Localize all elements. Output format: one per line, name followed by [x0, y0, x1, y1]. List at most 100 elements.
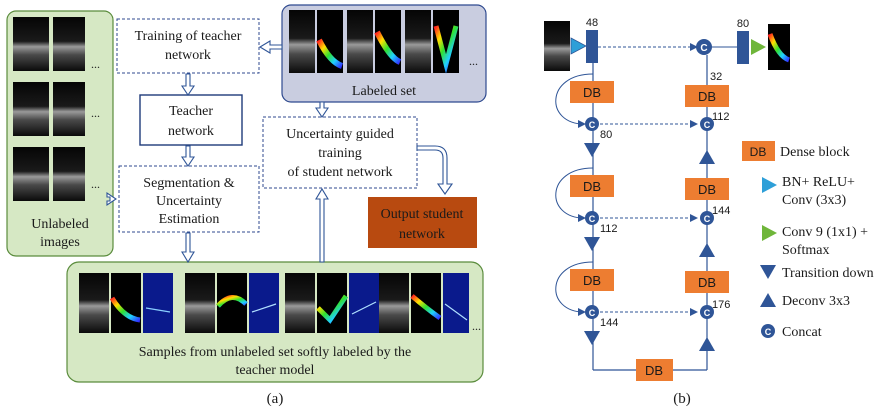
channels-80-out: 80 [737, 18, 749, 30]
unlabeled-oct-thumbnails [13, 17, 85, 201]
db-label-l1: DB [583, 85, 601, 100]
concat-symbol-l2: C [589, 214, 596, 224]
arrow-training-to-teacher [180, 73, 196, 96]
legend-transition-icon [760, 265, 776, 279]
legend-db-text: DB [750, 145, 767, 159]
channels-32: 32 [710, 71, 722, 83]
arrow-uncert-to-output [416, 145, 454, 195]
labeled-set-thumbnails [289, 10, 459, 74]
concat-top: C [696, 39, 712, 55]
legend-concat: C Concat [761, 324, 822, 340]
db-label-r2: DB [698, 182, 716, 197]
legend-concat-icon [761, 324, 775, 338]
concat-left-1: C [585, 117, 599, 131]
concat-symbol-top: C [700, 43, 707, 54]
bn-relu-conv-icon [570, 37, 587, 55]
seg-uncert-line1: Segmentation & [143, 176, 234, 191]
legend-dense-block: DB Dense block [742, 141, 850, 161]
training-teacher-line1: Training of teacher [135, 29, 242, 44]
uncert-guided-line1: Uncertainty guided [286, 127, 394, 142]
arrow-labeled-to-uncert [314, 101, 330, 118]
output-segmentation [768, 24, 790, 70]
db-label-bottom: DB [645, 363, 663, 378]
legend-conv9: Conv 9 (1x1) + Softmax [762, 225, 868, 258]
dense-block-right-3: DB [685, 271, 729, 293]
dense-block-bottom: DB [636, 359, 673, 381]
legend-concat-symbol: C [765, 327, 772, 337]
channels-48: 48 [586, 17, 598, 29]
concat-left-3: C [585, 305, 599, 319]
labeled-set-panel: ... Labeled set [281, 4, 487, 103]
db-label-l2: DB [583, 179, 601, 194]
seg-uncert-line3: Estimation [159, 212, 220, 227]
legend-deconv: Deconv 3x3 [760, 293, 850, 309]
dense-block-left-1: DB [570, 81, 614, 103]
legend-transition-label: Transition down [782, 266, 874, 281]
output-student-line2: network [399, 227, 445, 242]
input-image [544, 21, 570, 71]
dense-block-right-2: DB [685, 178, 729, 200]
seg-uncert-line2: Uncertainty [156, 194, 222, 209]
panel-a-arrows [106, 40, 454, 264]
channels-112-right: 112 [712, 111, 730, 123]
concat-right-1: C [700, 117, 714, 131]
unlabeled-images-label-line1: Unlabeled [31, 217, 89, 232]
transition-down-3 [584, 331, 600, 345]
db-label-l3: DB [583, 273, 601, 288]
network-architecture: 48 DB DB DB DB DB [544, 17, 791, 407]
legend-conv9-icon [762, 225, 777, 241]
legend-conv9-line2: Softmax [782, 243, 829, 258]
legend-deconv-label: Deconv 3x3 [782, 294, 850, 309]
concat-symbol-l3: C [589, 308, 596, 318]
arrow-teacher-to-seg [180, 145, 196, 167]
arrow-samples-to-uncert [315, 187, 329, 263]
concat-left-2: C [585, 211, 599, 225]
teacher-network-box: Teacher network [139, 94, 243, 146]
dense-block-right-1: DB [685, 85, 729, 107]
soft-labeled-samples-panel: ... Samples from unlabeled set softly la… [66, 261, 484, 383]
legend-conv9-line1: Conv 9 (1x1) + [782, 225, 868, 240]
teacher-network-line2: network [168, 124, 214, 139]
dense-block-left-2: DB [570, 175, 614, 197]
deconv-1 [699, 337, 715, 351]
channels-176: 176 [712, 299, 730, 311]
training-teacher-line2: network [165, 48, 211, 63]
output-conv-block [737, 31, 749, 64]
db-label-r1: DB [698, 89, 716, 104]
legend-bn-icon [762, 177, 777, 193]
arrow-labeled-to-training [258, 40, 283, 54]
dense-block-left-3: DB [570, 269, 614, 291]
concat-symbol-l1: C [589, 120, 596, 130]
labeled-set-label: Labeled set [352, 84, 416, 99]
channels-80-left: 80 [600, 129, 612, 141]
transition-down-2 [584, 237, 600, 251]
legend-deconv-icon [760, 293, 776, 307]
legend-transition-down: Transition down [760, 265, 874, 281]
labeled-ellipsis: ... [469, 54, 478, 68]
arrow-unlabeled-to-seg [106, 191, 117, 207]
concat-symbol-r2: C [704, 214, 711, 224]
db-label-r3: DB [698, 275, 716, 290]
legend-dense-block-label: Dense block [780, 145, 850, 160]
unlabeled-images-panel: ... ... ... Unlabeled images [6, 10, 114, 257]
uncertainty-guided-box: Uncertainty guided training of student n… [262, 116, 418, 189]
concat-right-2: C [700, 211, 714, 225]
concat-right-3: C [700, 305, 714, 319]
deconv-2 [699, 243, 715, 257]
uncert-guided-line3: of student network [288, 165, 393, 180]
ellipsis-2: ... [91, 106, 100, 120]
concat-symbol-r1: C [704, 120, 711, 130]
arrow-seg-to-samples [181, 232, 195, 264]
legend-bn-relu-conv: BN+ ReLU+ Conv (3x3) [762, 175, 855, 208]
caption-a: (a) [267, 391, 284, 407]
segmentation-uncertainty-box: Segmentation & Uncertainty Estimation [118, 165, 260, 233]
training-teacher-box: Training of teacher network [116, 18, 260, 74]
soft-labeled-thumbnails [79, 273, 469, 333]
transition-down-1 [584, 143, 600, 157]
legend-bn-line2: Conv (3x3) [782, 193, 847, 208]
samples-label-line1: Samples from unlabeled set softly labele… [139, 345, 412, 360]
legend-concat-label: Concat [782, 325, 822, 340]
uncert-guided-line2: training [318, 146, 362, 161]
output-student-line1: Output student [381, 207, 464, 222]
